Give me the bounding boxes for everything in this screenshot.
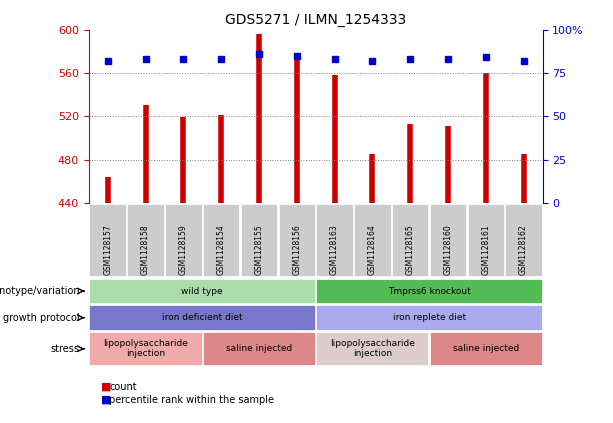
Text: GSM1128156: GSM1128156 [292,224,302,275]
Title: GDS5271 / ILMN_1254333: GDS5271 / ILMN_1254333 [225,13,406,27]
Text: GSM1128163: GSM1128163 [330,224,339,275]
Text: GSM1128157: GSM1128157 [103,224,112,275]
Text: GSM1128159: GSM1128159 [179,224,188,275]
Text: lipopolysaccharide
injection: lipopolysaccharide injection [330,339,415,358]
Text: growth protocol: growth protocol [3,313,80,323]
Text: saline injected: saline injected [226,344,292,353]
Text: wild type: wild type [181,286,223,296]
Text: Tmprss6 knockout: Tmprss6 knockout [388,286,470,296]
Text: GSM1128158: GSM1128158 [141,224,150,275]
Text: ■: ■ [101,382,112,392]
Text: percentile rank within the sample: percentile rank within the sample [109,395,274,405]
Text: stress: stress [51,344,80,354]
Text: saline injected: saline injected [452,344,519,353]
Text: GSM1128160: GSM1128160 [443,224,452,275]
Text: GSM1128154: GSM1128154 [216,224,226,275]
Text: ■: ■ [101,395,112,405]
Text: iron deficient diet: iron deficient diet [162,313,243,322]
Text: genotype/variation: genotype/variation [0,286,80,296]
Text: iron replete diet: iron replete diet [392,313,466,322]
Text: GSM1128161: GSM1128161 [481,224,490,275]
Text: lipopolysaccharide
injection: lipopolysaccharide injection [103,339,188,358]
Text: GSM1128162: GSM1128162 [519,224,528,275]
Text: count: count [109,382,137,392]
Text: GSM1128165: GSM1128165 [406,224,415,275]
Text: GSM1128155: GSM1128155 [254,224,264,275]
Text: GSM1128164: GSM1128164 [368,224,377,275]
